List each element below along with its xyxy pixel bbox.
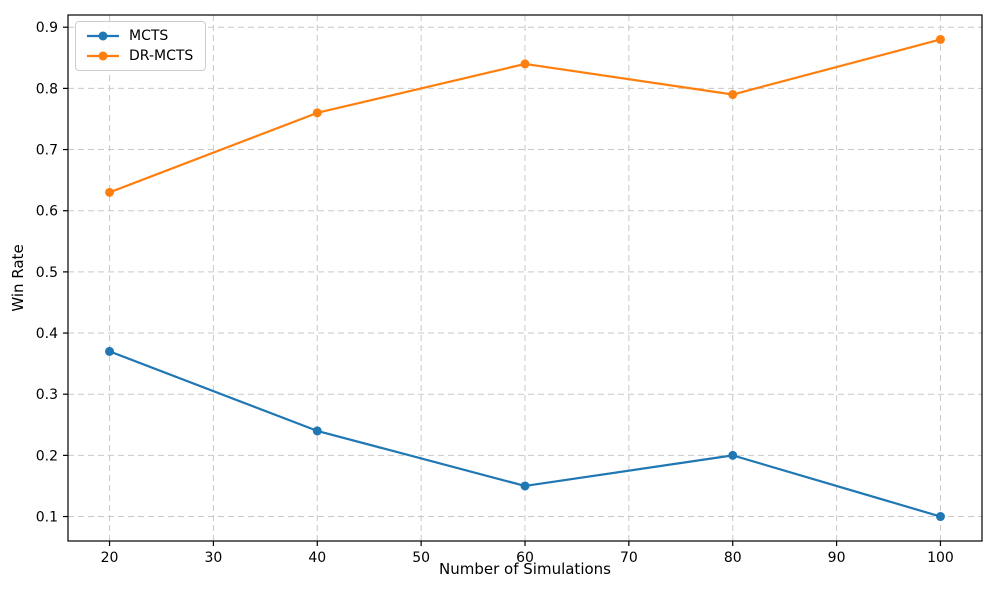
y-tick-label: 0.5 [36, 265, 58, 281]
x-tick-label: 80 [724, 550, 742, 566]
y-tick-label: 0.3 [36, 387, 58, 403]
mcts-marker-sample [98, 31, 108, 41]
y-tick-label: 0.1 [36, 510, 58, 526]
mcts-line-swatch [87, 31, 119, 41]
x-tick-label: 30 [204, 550, 222, 566]
y-tick-label: 0.7 [36, 143, 58, 159]
y-tick-label: 0.9 [36, 20, 58, 36]
x-tick-label: 90 [828, 550, 846, 566]
x-tick-label: 40 [308, 550, 326, 566]
y-axis-label: Win Rate [9, 244, 27, 312]
mcts-data-point [520, 481, 530, 491]
dr-mcts-marker-sample [98, 51, 108, 61]
legend-item-dr-mcts: DR-MCTS [86, 49, 193, 63]
x-axis-label: Number of Simulations [439, 560, 611, 578]
x-tick-label: 100 [927, 550, 954, 566]
y-tick-label: 0.8 [36, 81, 58, 97]
x-tick-label: 60 [516, 550, 534, 566]
legend-label-dr-mcts: DR-MCTS [129, 48, 194, 64]
mcts-data-point [312, 426, 322, 436]
dr-mcts-data-point [520, 59, 530, 69]
mcts-data-point [935, 512, 945, 522]
legend-item-mcts: MCTS [86, 29, 193, 43]
mcts-data-point [728, 450, 738, 460]
legend-label-mcts: MCTS [129, 28, 169, 44]
y-tick-label: 0.6 [36, 204, 58, 220]
y-tick-label: 0.2 [36, 448, 58, 464]
dr-mcts-line-swatch [87, 51, 119, 61]
dr-mcts-data-point [935, 34, 945, 44]
x-tick-label: 20 [101, 550, 119, 566]
y-tick-label: 0.4 [36, 326, 58, 342]
mcts-data-point [105, 346, 115, 356]
dr-mcts-data-point [312, 108, 322, 118]
x-tick-label: 50 [412, 550, 430, 566]
dr-mcts-data-point [105, 187, 115, 197]
x-tick-label: 70 [620, 550, 638, 566]
legend: MCTS DR-MCTS [75, 21, 207, 71]
dr-mcts-data-point [728, 90, 738, 100]
